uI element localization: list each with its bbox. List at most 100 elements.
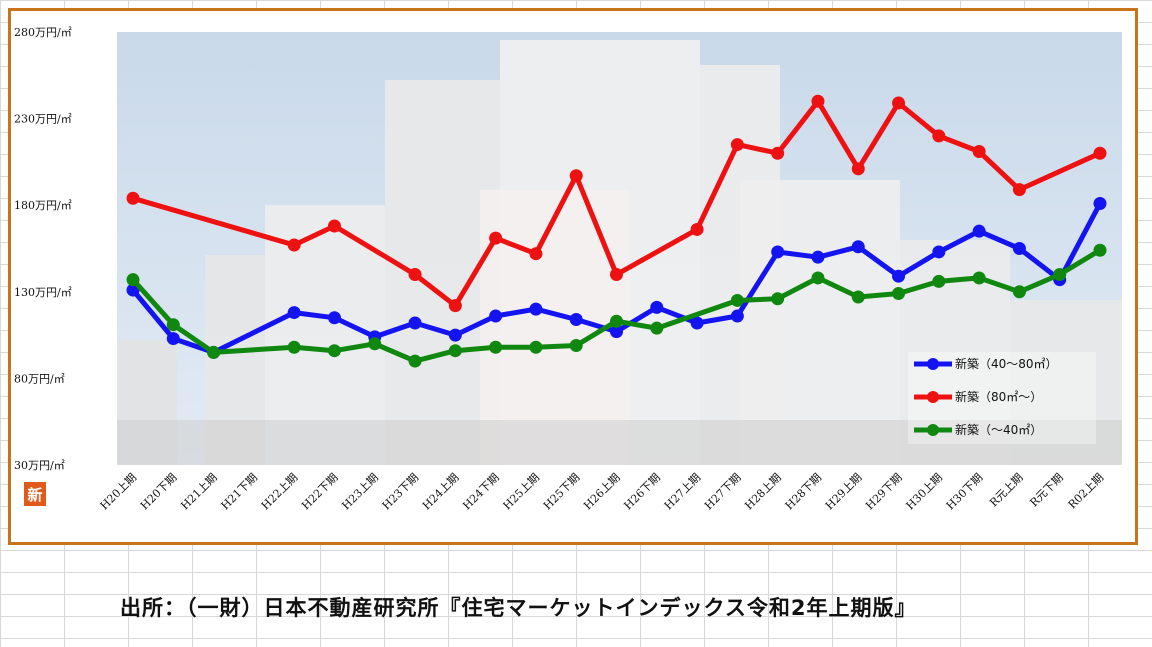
data-point: [529, 247, 543, 261]
x-tick-label: H23上期: [339, 471, 380, 512]
data-point: [489, 309, 503, 323]
x-tick-label: H25下期: [541, 471, 582, 512]
data-point: [972, 145, 986, 159]
x-tick-label: R元上期: [987, 471, 1025, 509]
x-tick-label: H25上期: [501, 471, 542, 512]
data-point: [730, 309, 744, 323]
data-point: [892, 287, 906, 301]
y-tick-label: 30万円/㎡: [14, 459, 65, 472]
data-point: [368, 337, 382, 351]
data-point: [1012, 183, 1026, 197]
data-point: [448, 328, 462, 342]
data-point: [811, 94, 825, 108]
data-point: [126, 191, 140, 205]
data-point: [690, 222, 704, 236]
data-point: [932, 274, 946, 288]
data-point: [327, 219, 341, 233]
data-point: [569, 313, 583, 327]
data-point: [448, 344, 462, 358]
data-point: [972, 271, 986, 285]
data-point: [730, 293, 744, 307]
legend-label: 新築（40～80㎡）: [955, 356, 1058, 371]
data-point: [408, 354, 422, 368]
data-point: [932, 245, 946, 259]
x-tick-label: H26下期: [621, 471, 662, 512]
data-point: [1012, 242, 1026, 255]
data-point: [166, 332, 180, 346]
x-tick-label: H20上期: [98, 471, 139, 512]
data-point: [610, 325, 623, 339]
data-point: [327, 344, 341, 358]
data-point: [408, 267, 422, 281]
new-badge: 新: [24, 482, 46, 506]
data-point: [287, 306, 301, 320]
y-tick-label: 80万円/㎡: [14, 372, 65, 385]
data-point: [771, 292, 785, 306]
series-line: [131, 202, 1103, 355]
data-point: [489, 231, 503, 245]
x-tick-label: H29下期: [863, 471, 904, 512]
y-tick-label: 230万円/㎡: [14, 113, 72, 126]
data-point: [287, 238, 301, 252]
data-point: [529, 302, 543, 316]
data-point: [811, 250, 825, 264]
data-point: [1012, 285, 1026, 299]
data-point: [650, 321, 664, 335]
data-point: [287, 340, 301, 354]
x-tick-label: H21上期: [178, 471, 219, 512]
series-3: [126, 243, 1107, 368]
x-tick-label: H30上期: [904, 471, 945, 512]
source-citation: 出所：（一財）日本不動産研究所『住宅マーケットインデックス令和2年上期版』: [120, 596, 917, 620]
data-point: [892, 96, 906, 110]
legend-swatch-marker: [927, 424, 939, 436]
x-tick-label: H22下期: [299, 471, 340, 512]
x-tick-label: H28上期: [742, 471, 783, 512]
x-tick-label: H24下期: [460, 471, 501, 512]
x-tick-label: H27上期: [662, 471, 703, 512]
data-point: [1093, 146, 1107, 160]
x-tick-label: R02上期: [1066, 471, 1107, 512]
data-point: [126, 273, 140, 287]
data-point: [690, 316, 704, 330]
data-point: [448, 299, 462, 313]
y-tick-label: 280万円/㎡: [14, 26, 72, 39]
data-point: [610, 267, 623, 281]
x-tick-label: H27下期: [702, 471, 743, 512]
x-tick-label: H21下期: [219, 471, 260, 512]
data-point: [892, 269, 906, 283]
data-point: [1093, 243, 1107, 257]
x-tick-label: H30下期: [944, 471, 985, 512]
x-tick-label: H22上期: [259, 471, 300, 512]
data-point: [811, 271, 825, 285]
data-point: [730, 138, 744, 152]
data-point: [771, 245, 785, 259]
data-point: [569, 169, 583, 183]
legend-swatch-marker: [927, 358, 939, 370]
data-point: [932, 129, 946, 143]
legend-swatch-marker: [927, 391, 939, 403]
x-tick-label: H24上期: [420, 471, 461, 512]
data-point: [529, 340, 543, 354]
data-point: [207, 345, 221, 359]
data-point: [327, 311, 341, 325]
data-point: [851, 162, 865, 176]
data-point: [610, 314, 623, 328]
series-2: [126, 94, 1107, 313]
data-point: [851, 290, 865, 304]
x-tick-label: H28下期: [783, 471, 824, 512]
legend-label: 新築（～40㎡）: [955, 422, 1042, 437]
x-tick-label: R元下期: [1027, 471, 1065, 509]
data-point: [408, 316, 422, 330]
data-point: [650, 300, 664, 314]
data-point: [489, 340, 503, 354]
data-point: [1093, 196, 1107, 210]
x-tick-label: H26上期: [581, 471, 622, 512]
y-tick-label: 130万円/㎡: [14, 286, 72, 299]
data-point: [851, 240, 865, 254]
x-tick-label: H20下期: [138, 471, 179, 512]
x-tick-label: H23下期: [380, 471, 421, 512]
data-point: [1053, 267, 1067, 281]
new-badge-text: 新: [27, 486, 42, 504]
data-point: [972, 224, 986, 238]
